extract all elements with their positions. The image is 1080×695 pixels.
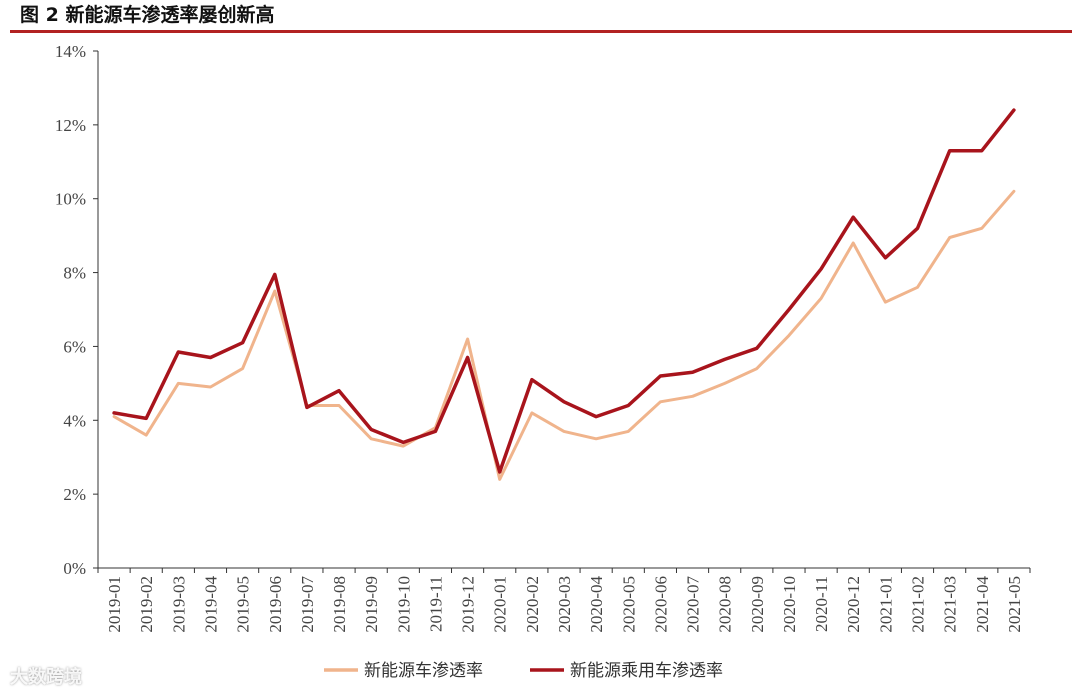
- legend-label-series-1: 新能源车渗透率: [364, 661, 483, 681]
- y-tick-label: 4%: [63, 411, 86, 430]
- x-tick-label: 2019-04: [201, 576, 220, 633]
- x-tick-label: 2020-08: [716, 576, 735, 633]
- x-tick-label: 2019-03: [169, 576, 188, 633]
- title-divider: [10, 30, 1072, 33]
- y-axis-ticks: 0% 2% 4% 6% 8% 10% 12% 14%: [55, 42, 98, 578]
- x-tick-label: 2020-02: [523, 576, 542, 633]
- x-tick-label: 2019-07: [298, 576, 317, 633]
- x-tick-label: 2019-09: [362, 576, 381, 633]
- figure-title: 图 2 新能源车渗透率屡创新高: [20, 4, 275, 26]
- watermark: 大数跨境: [10, 667, 82, 688]
- chart-legend: 新能源车渗透率 新能源乘用车渗透率: [324, 661, 723, 681]
- x-tick-label: 2020-06: [651, 576, 670, 633]
- x-tick-label: 2020-07: [684, 576, 703, 633]
- y-tick-label: 2%: [63, 485, 86, 504]
- x-tick-label: 2020-03: [555, 576, 574, 633]
- y-tick-label: 14%: [55, 42, 86, 61]
- x-tick-label: 2019-05: [234, 576, 253, 633]
- y-tick-label: 12%: [55, 116, 86, 135]
- y-tick-label: 8%: [63, 264, 86, 283]
- x-tick-label: 2021-02: [909, 576, 928, 633]
- x-tick-label: 2020-01: [491, 576, 510, 633]
- x-tick-label: 2019-06: [266, 576, 285, 633]
- x-tick-label: 2020-12: [844, 576, 863, 633]
- x-tick-label: 2021-04: [973, 576, 992, 633]
- y-tick-label: 0%: [63, 559, 86, 578]
- x-tick-label: 2021-03: [941, 576, 960, 633]
- x-tick-label: 2020-09: [748, 576, 767, 633]
- x-tick-label: 2020-05: [619, 576, 638, 633]
- x-tick-label: 2019-01: [105, 576, 124, 633]
- x-tick-label: 2020-11: [812, 576, 831, 632]
- x-tick-label: 2019-02: [137, 576, 156, 633]
- series-line-2: [112, 108, 1016, 474]
- x-tick-label: 2019-08: [330, 576, 349, 633]
- y-tick-label: 10%: [55, 190, 86, 209]
- chart-axes: [97, 51, 1030, 569]
- series-lines: [112, 108, 1016, 481]
- x-tick-label: 2020-10: [780, 576, 799, 633]
- x-tick-label: 2021-05: [1005, 576, 1024, 633]
- x-tick-label: 2020-04: [587, 576, 606, 633]
- x-axis-ticks: 2019-01 2019-02 2019-03 2019-04 2019-05 2019-…: [97, 568, 1031, 633]
- series-line-1: [112, 189, 1016, 481]
- x-tick-label: 2019-10: [394, 576, 413, 633]
- x-tick-label: 2019-11: [426, 576, 445, 632]
- y-tick-label: 6%: [63, 337, 86, 356]
- x-tick-label: 2021-01: [876, 576, 895, 633]
- x-tick-label: 2019-12: [459, 576, 478, 633]
- legend-label-series-2: 新能源乘用车渗透率: [570, 661, 723, 681]
